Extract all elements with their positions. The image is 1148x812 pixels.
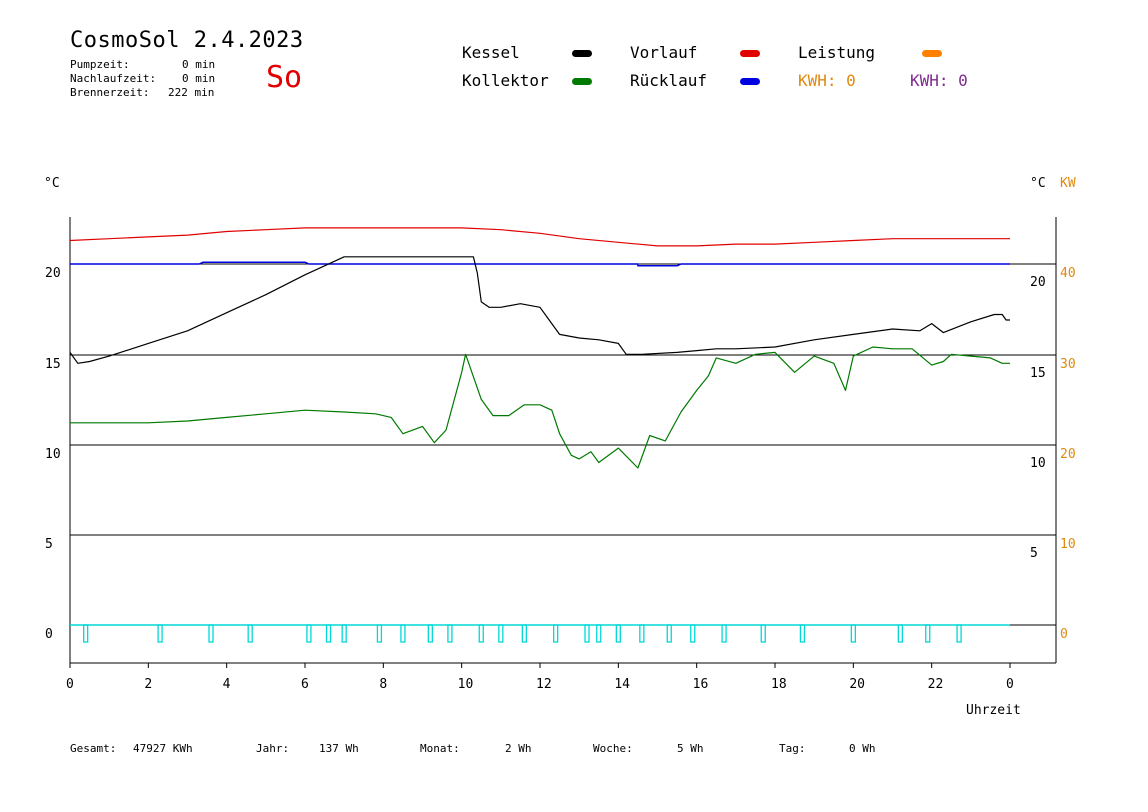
series-pulse-leistung [447, 624, 453, 643]
right-tick-kw-10: 10 [1060, 537, 1076, 552]
chart-title: CosmoSol 2.4.2023 [70, 28, 304, 53]
series-pulse-leistung [83, 624, 89, 643]
legend-swatch-ruecklauf [740, 78, 760, 85]
left-tick-15: 15 [45, 357, 61, 372]
x-tick-label: 2 [144, 677, 152, 692]
series-pulse-leistung [760, 624, 766, 643]
left-axis-unit: °C [44, 176, 60, 191]
series-pulse-leistung [478, 624, 484, 643]
series-group [69, 227, 1010, 643]
stat-value-nachlaufzeit: 0 min [182, 72, 216, 85]
x-tick-label: 0 [66, 677, 74, 692]
legend-label-leistung: Leistung [798, 43, 876, 62]
series-pulse-leistung [799, 624, 806, 643]
series-pulse-leistung [553, 624, 559, 643]
series-pulse-leistung [615, 624, 621, 643]
series-pulse-leistung [341, 624, 347, 643]
right-tick-c-20: 20 [1030, 275, 1046, 290]
legend-swatch-kollektor [572, 78, 592, 85]
x-tick-label: 10 [458, 677, 474, 692]
footer-woche-label: Woche: [593, 742, 633, 755]
legend-label-vorlauf: Vorlauf [630, 43, 698, 62]
right-tick-c-10: 10 [1030, 456, 1046, 471]
stat-label-nachlaufzeit: Nachlaufzeit: [70, 72, 157, 85]
left-tick-5: 5 [45, 537, 53, 552]
series-line-vorlauf [69, 227, 1010, 247]
legend-label-ruecklauf: Rücklauf [630, 71, 708, 90]
footer-monat-label: Monat: [420, 742, 460, 755]
x-tick-label: 14 [614, 677, 630, 692]
series-pulse-leistung [721, 624, 727, 643]
right-tick-kw-40: 40 [1060, 266, 1076, 281]
series-line-rcklauf [70, 261, 1010, 267]
x-axis-ticks: 0 2 4 6 8 10 12 14 16 18 20 22 0 [66, 663, 1014, 692]
series-pulse-leistung [208, 624, 214, 643]
footer-gesamt-label: Gesamt: [70, 742, 117, 755]
series-pulse-leistung [897, 624, 903, 643]
left-tick-10: 10 [45, 447, 61, 462]
legend-swatch-vorlauf [740, 50, 760, 57]
footer-tag-value: 0 Wh [849, 742, 876, 755]
x-tick-label: 22 [928, 677, 944, 692]
footer-jahr-value: 137 Wh [319, 742, 359, 755]
x-tick-label: 0 [1006, 677, 1014, 692]
series-pulse-leistung [850, 624, 856, 643]
left-tick-0: 0 [45, 627, 53, 642]
x-tick-label: 20 [849, 677, 865, 692]
series-pulse-leistung [306, 624, 312, 643]
footer-gesamt-value: 47927 KWh [133, 742, 193, 755]
stat-value-pumpzeit: 0 min [182, 58, 216, 71]
x-tick-label: 6 [301, 677, 309, 692]
legend-kwh-purple: KWH: 0 [910, 71, 968, 90]
series-line-kessel [69, 256, 1010, 364]
series-pulse-leistung [325, 624, 332, 643]
footer-monat-value: 2 Wh [505, 742, 532, 755]
series-pulse-leistung [247, 624, 253, 643]
series-pulse-leistung [521, 624, 527, 643]
series-pulse-leistung [596, 624, 602, 643]
right-axis-unit-kw: KW [1060, 176, 1076, 191]
series-pulse-leistung [498, 624, 504, 643]
series-pulse-leistung [427, 624, 433, 643]
legend-label-kessel: Kessel [462, 43, 520, 62]
right-tick-kw-30: 30 [1060, 357, 1076, 372]
footer-tag-label: Tag: [779, 742, 806, 755]
left-tick-20: 20 [45, 266, 61, 281]
x-tick-label: 16 [693, 677, 709, 692]
right-tick-kw-0: 0 [1060, 627, 1068, 642]
footer-jahr-label: Jahr: [256, 742, 290, 755]
x-axis-label: Uhrzeit [966, 703, 1021, 718]
series-line-kollektor [70, 346, 1010, 469]
legend-swatch-leistung [922, 50, 942, 57]
stat-value-brennerzeit: 222 min [168, 86, 215, 99]
series-pulse-leistung [400, 624, 406, 643]
series-pulse-leistung [639, 624, 645, 643]
legend-kwh-orange: KWH: 0 [798, 71, 856, 90]
x-tick-label: 18 [771, 677, 787, 692]
x-tick-label: 12 [536, 677, 552, 692]
series-pulse-leistung [376, 624, 383, 643]
series-pulse-leistung [157, 624, 163, 643]
legend-swatch-kessel [572, 50, 592, 57]
right-axis-unit: °C [1030, 176, 1046, 191]
series-pulse-leistung [690, 624, 696, 643]
right-tick-kw-20: 20 [1060, 447, 1076, 462]
x-tick-label: 8 [379, 677, 387, 692]
weekday-label: So [266, 60, 303, 95]
x-tick-label: 4 [223, 677, 231, 692]
stat-label-brennerzeit: Brennerzeit: [70, 86, 150, 99]
right-tick-c-5: 5 [1030, 546, 1038, 561]
series-pulse-leistung [666, 624, 672, 643]
footer-woche-value: 5 Wh [677, 742, 704, 755]
legend-label-kollektor: Kollektor [462, 71, 549, 90]
series-pulse-leistung [925, 624, 931, 643]
stat-label-pumpzeit: Pumpzeit: [70, 58, 130, 71]
right-tick-c-15: 15 [1030, 366, 1046, 381]
series-pulse-leistung [956, 624, 962, 643]
series-pulse-leistung [584, 624, 590, 643]
